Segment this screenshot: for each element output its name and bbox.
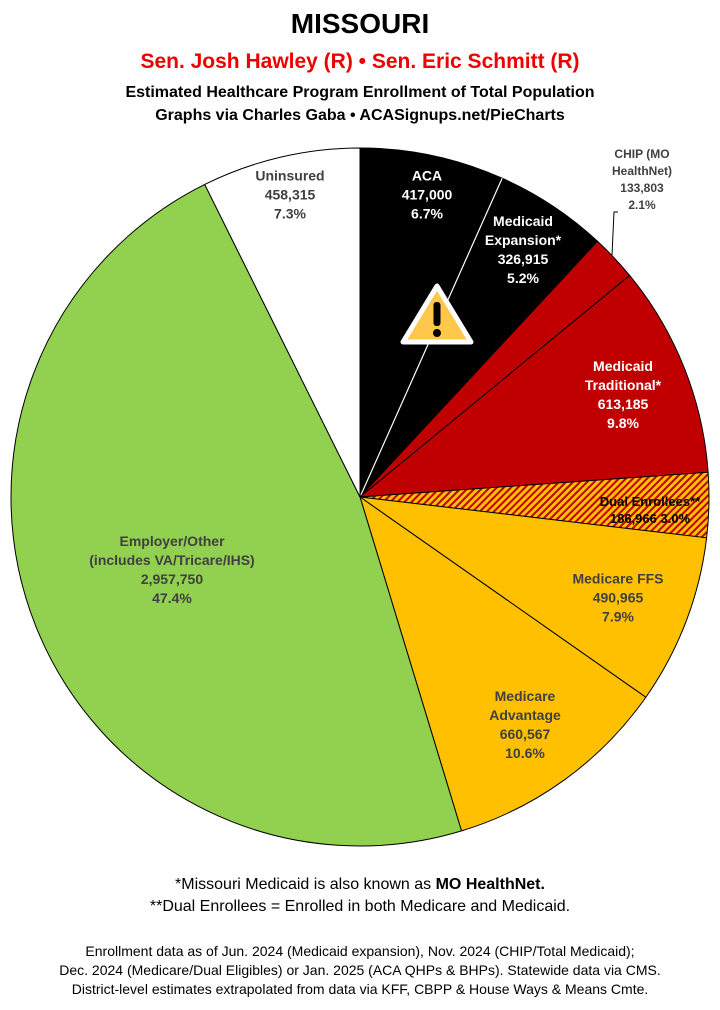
data-label-line: Medicaid	[593, 358, 653, 374]
data-label-line: 6.7%	[411, 205, 443, 222]
data-label: Employer/Other (includes VA/Tricare/IHS) 2…	[89, 532, 254, 608]
data-label-line: 186,966 3.0%	[609, 511, 691, 526]
data-label-line: 613,185	[597, 396, 649, 412]
footnotes: *Missouri Medicaid is also known as MO H…	[0, 874, 720, 918]
source-line: Dec. 2024 (Medicare/Dual Eligibles) or J…	[59, 962, 661, 978]
data-label: Medicaid Traditional* 613,185 9.8%	[585, 357, 661, 433]
data-label-line: (includes VA/Tricare/IHS)	[89, 552, 255, 568]
data-label-line: 5.2%	[507, 270, 539, 286]
data-label-line: Dual Enrollees**	[599, 494, 701, 509]
pie-slice-medicaid-traditional	[358, 274, 709, 498]
pie-slice-uninsured	[204, 147, 361, 498]
data-label-line: 417,000	[401, 186, 453, 203]
data-label: CHIP (MO HealthNet) 133,803 2.1%	[612, 146, 672, 214]
data-label: Medicaid Expansion* 326,915 5.2%	[485, 212, 561, 288]
source-line: District-level estimates extrapolated fr…	[71, 981, 649, 997]
footnote-dual: **Dual Enrollees = Enrolled in both Medi…	[149, 898, 571, 915]
data-label-line: 458,315	[264, 186, 316, 203]
data-label: Medicare FFS 490,965 7.9%	[572, 570, 663, 627]
data-label: Dual Enrollees** 186,966 3.0%	[600, 493, 700, 527]
data-label-line: Traditional*	[584, 377, 662, 393]
data-label-line: 326,915	[497, 251, 549, 267]
data-label-line: 7.9%	[602, 608, 634, 625]
data-label-line: 47.4%	[152, 590, 192, 606]
data-label-line: Medicare FFS	[572, 570, 664, 587]
pie-slice-medicare-ffs	[359, 496, 708, 698]
chart-title: MISSOURI	[290, 8, 430, 39]
source-notes: Enrollment data as of Jun. 2024 (Medicai…	[0, 942, 720, 999]
data-label: Medicare Advantage 660,567 10.6%	[489, 687, 561, 763]
pie-slice-employer-other-includes-va-tricare-ihs	[10, 183, 463, 847]
data-label-line: ACA	[411, 167, 443, 184]
data-label-line: 9.8%	[607, 415, 639, 431]
chart-subtitle: Estimated Healthcare Program Enrollment …	[125, 84, 595, 101]
data-label-line: 2.1%	[628, 198, 656, 212]
data-label-line: 133,803	[620, 181, 664, 195]
data-label-line: Expansion*	[484, 232, 562, 248]
pie-slice-medicare-advantage	[359, 495, 647, 832]
source-line: Enrollment data as of Jun. 2024 (Medicai…	[85, 943, 635, 959]
senators-line: Sen. Josh Hawley (R) • Sen. Eric Schmitt…	[140, 50, 580, 73]
data-label-line: 2,957,750	[140, 571, 204, 587]
footnote-medicaid: *Missouri Medicaid is also known as MO H…	[175, 876, 545, 893]
data-label-line: Medicaid	[493, 213, 553, 229]
data-label-line: 10.6%	[505, 745, 545, 761]
data-label-line: 7.3%	[274, 205, 306, 222]
data-label-line: Employer/Other	[119, 533, 225, 549]
warning-triangle-icon	[400, 283, 474, 345]
credit-line: Graphs via Charles Gaba • ACASignups.net…	[155, 107, 565, 124]
chip-leader-line	[611, 211, 618, 256]
data-label: ACA 417,000 6.7%	[402, 167, 453, 224]
data-label: Uninsured 458,315 7.3%	[255, 167, 324, 224]
data-label-line: 490,965	[592, 589, 644, 606]
data-label-line: Advantage	[489, 707, 561, 723]
data-label-line: Uninsured	[255, 167, 325, 184]
data-label-line: HealthNet)	[611, 164, 673, 178]
data-label-line: Medicare	[494, 688, 556, 704]
data-label-line: CHIP (MO	[614, 147, 670, 161]
data-label-line: 660,567	[499, 726, 551, 742]
